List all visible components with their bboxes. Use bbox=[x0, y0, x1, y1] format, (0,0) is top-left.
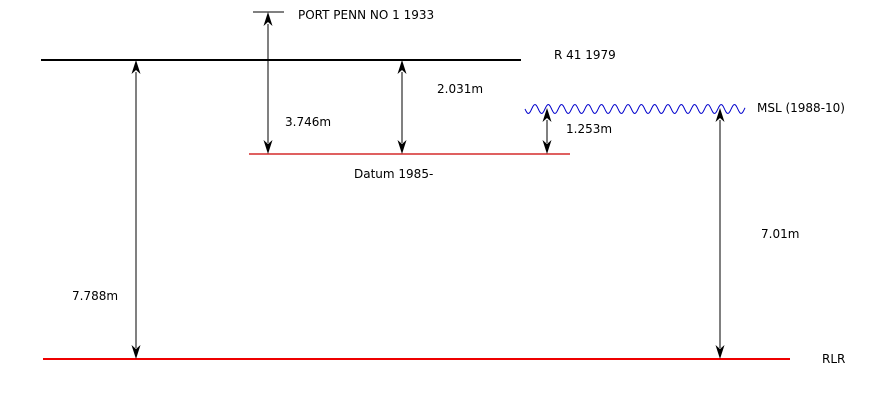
r41-label: R 41 1979 bbox=[554, 48, 616, 62]
msl-to-datum-value: 1.253m bbox=[566, 122, 612, 136]
msl-label: MSL (1988-10) bbox=[757, 101, 845, 115]
msl-to-rlr-value: 7.01m bbox=[761, 227, 799, 241]
r41-to-rlr-arrow bbox=[131, 60, 141, 359]
r41-to-datum-value: 2.031m bbox=[437, 82, 483, 96]
port-penn-to-datum-arrow bbox=[263, 12, 273, 154]
r41-to-rlr-value: 7.788m bbox=[72, 289, 118, 303]
msl-to-rlr-arrow bbox=[715, 108, 725, 359]
r41-to-datum-arrow bbox=[397, 60, 407, 154]
rlr-label: RLR bbox=[822, 352, 845, 366]
port-penn-label: PORT PENN NO 1 1933 bbox=[298, 8, 434, 22]
msl-wave-line bbox=[524, 103, 746, 115]
datum-label: Datum 1985- bbox=[354, 167, 433, 181]
msl-to-datum-arrow bbox=[542, 108, 552, 154]
port-penn-to-datum-value: 3.746m bbox=[285, 115, 331, 129]
